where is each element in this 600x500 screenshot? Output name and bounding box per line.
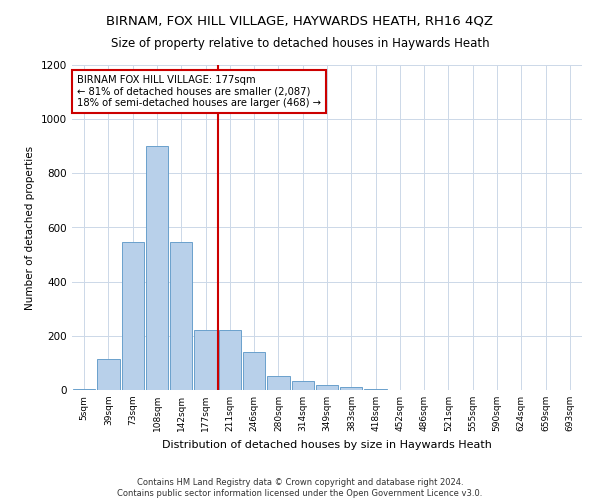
Bar bbox=[122, 242, 144, 390]
Bar bbox=[73, 388, 95, 390]
Bar bbox=[364, 388, 387, 390]
Text: Contains HM Land Registry data © Crown copyright and database right 2024.
Contai: Contains HM Land Registry data © Crown c… bbox=[118, 478, 482, 498]
Bar bbox=[170, 242, 193, 390]
Bar bbox=[218, 330, 241, 390]
Bar bbox=[194, 330, 217, 390]
Text: BIRNAM FOX HILL VILLAGE: 177sqm
← 81% of detached houses are smaller (2,087)
18%: BIRNAM FOX HILL VILLAGE: 177sqm ← 81% of… bbox=[77, 74, 321, 108]
Bar bbox=[316, 384, 338, 390]
Bar bbox=[267, 376, 290, 390]
Text: BIRNAM, FOX HILL VILLAGE, HAYWARDS HEATH, RH16 4QZ: BIRNAM, FOX HILL VILLAGE, HAYWARDS HEATH… bbox=[107, 15, 493, 28]
Bar bbox=[146, 146, 168, 390]
X-axis label: Distribution of detached houses by size in Haywards Heath: Distribution of detached houses by size … bbox=[162, 440, 492, 450]
Y-axis label: Number of detached properties: Number of detached properties bbox=[25, 146, 35, 310]
Bar bbox=[292, 380, 314, 390]
Bar bbox=[340, 388, 362, 390]
Bar bbox=[243, 352, 265, 390]
Bar bbox=[97, 359, 119, 390]
Text: Size of property relative to detached houses in Haywards Heath: Size of property relative to detached ho… bbox=[110, 38, 490, 51]
